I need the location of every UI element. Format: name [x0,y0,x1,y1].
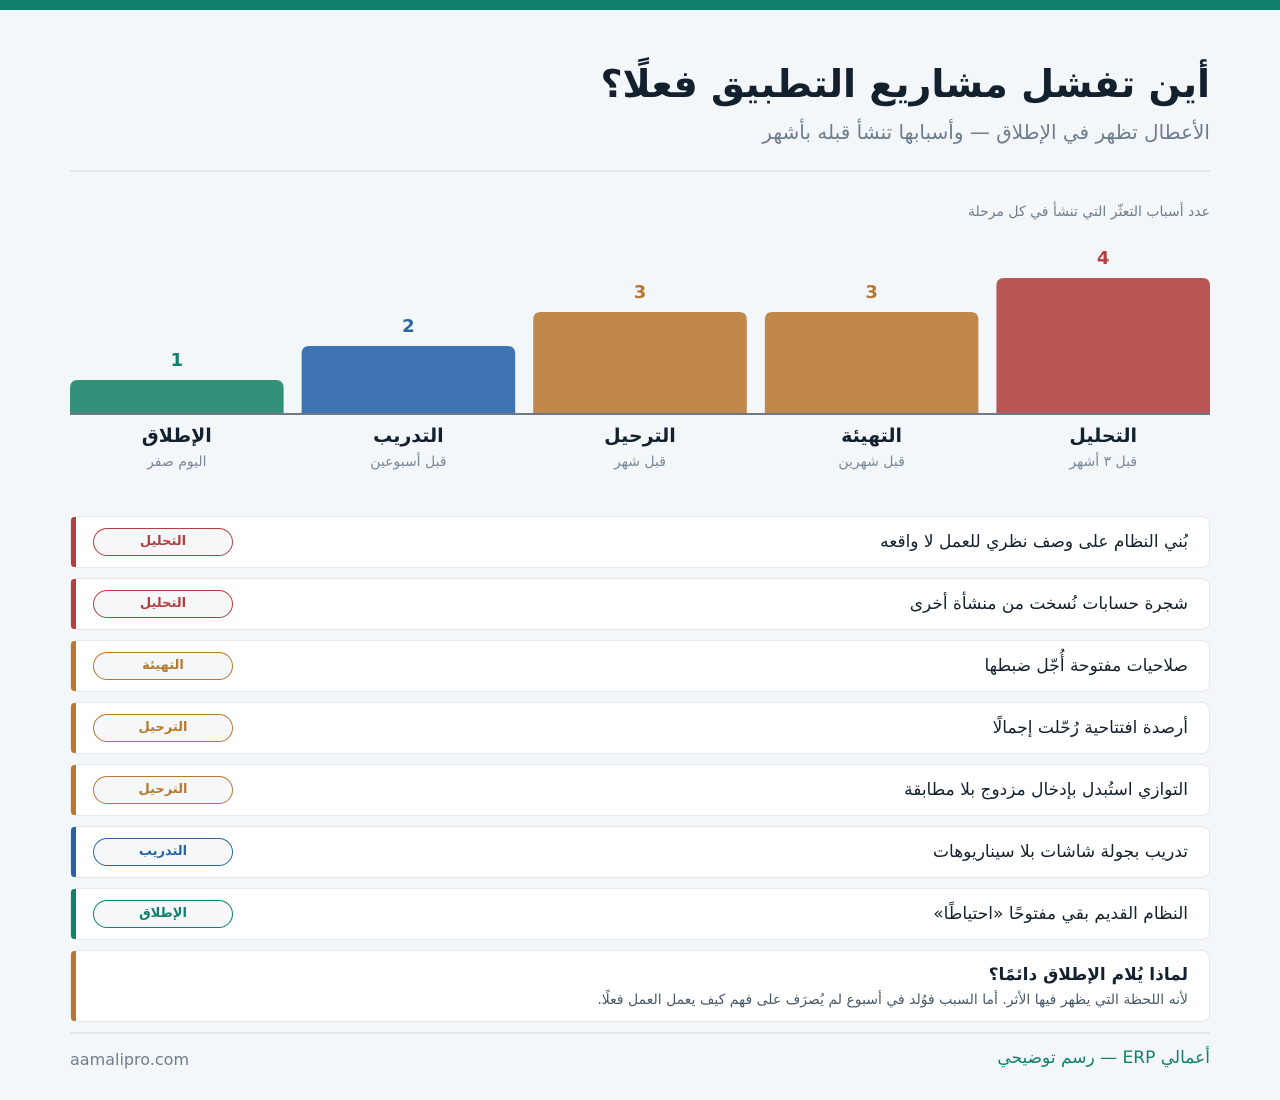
cause-text: أرصدة افتتاحية رُحّلت إجمالًا [992,718,1188,738]
note-card: لماذا يُلام الإطلاق دائمًا؟ لأنه اللحظة … [70,950,1210,1022]
cause-text: بُني النظام على وصف نظري للعمل لا واقعه [880,532,1188,552]
cause-accent-bar [71,889,76,939]
cause-accent-bar [71,579,76,629]
cause-row: النظام القديم بقي مفتوحًا «احتياطًا» الإط… [70,888,1210,940]
cause-row: صلاحيات مفتوحة أُجّل ضبطها التهيئة [70,640,1210,692]
stage-badge: التهيئة [93,652,233,680]
category-label: التدريب [373,425,444,447]
page-subtitle: الأعطال تظهر في الإطلاق — وأسبابها تنشأ … [762,120,1210,144]
cause-row: شجرة حسابات نُسخت من منشأة أخرى التحليل [70,578,1210,630]
bar-3 [533,312,747,414]
cause-text: التوازي استُبدل بإدخال مزدوج بلا مطابقة [904,780,1188,800]
category-label: الإطلاق [142,425,212,447]
cause-text: شجرة حسابات نُسخت من منشأة أخرى [909,594,1188,614]
category-label: التحليل [1069,425,1137,447]
bar-2 [764,312,979,414]
bar-value-label: 3 [865,282,878,303]
bar-4 [301,346,516,414]
cause-row: تدريب بجولة شاشات بلا سيناريوهات التدريب [70,826,1210,878]
bar-value-label: 1 [171,350,184,371]
causes-list: بُني النظام على وصف نظري للعمل لا واقعه ا… [70,516,1210,950]
category-timing-label: قبل أسبوعين [370,452,446,470]
category-timing-label: قبل شهرين [838,454,904,470]
cause-row: بُني النظام على وصف نظري للعمل لا واقعه ا… [70,516,1210,568]
category-timing-label: قبل ٣ أشهر [1068,452,1137,470]
category-timing-label: اليوم صفر [146,454,206,470]
bar-value-label: 2 [402,316,415,337]
stage-badge: التحليل [93,590,233,618]
bar-chart-svg: 4 التحليل قبل ٣ أشهر 3 التهيئة قبل شهرين 3 التر… [70,248,1210,470]
cause-text: صلاحيات مفتوحة أُجّل ضبطها [984,656,1189,676]
stage-badge: الترحيل [93,714,233,742]
cause-text: النظام القديم بقي مفتوحًا «احتياطًا» [933,904,1188,924]
cause-accent-bar [71,517,76,567]
cause-text: تدريب بجولة شاشات بلا سيناريوهات [933,842,1188,862]
bar-1 [996,278,1210,414]
footer-divider [70,1032,1210,1034]
footer-brand: أعمالي ERP — رسم توضيحي [997,1048,1210,1068]
stage-badge: الترحيل [93,776,233,804]
cause-accent-bar [71,765,76,815]
bar-value-label: 3 [634,282,647,303]
page-container: أين تفشل مشاريع التطبيق فعلًا؟ الأعطال ت… [70,10,1210,1069]
header-divider [70,170,1210,172]
cause-accent-bar [71,641,76,691]
category-label: التهيئة [841,425,902,447]
bar-chart: 4 التحليل قبل ٣ أشهر 3 التهيئة قبل شهرين 3 التر… [70,224,1210,494]
note-title: لماذا يُلام الإطلاق دائمًا؟ [988,965,1188,985]
cause-accent-bar [71,827,76,877]
category-timing-label: قبل شهر [613,454,666,470]
top-accent-bar [0,0,1280,10]
bar-value-label: 4 [1097,248,1110,269]
category-label: الترحيل [604,425,676,447]
note-accent-bar [71,951,76,1021]
chart-title: عدد أسباب التعثّر التي تنشأ في كل مرحلة [967,204,1210,220]
cause-row: التوازي استُبدل بإدخال مزدوج بلا مطابقة ا… [70,764,1210,816]
footer-site: aamalipro.com [70,1050,190,1069]
stage-badge: التحليل [93,528,233,556]
bar-5 [70,380,284,414]
note-body: لأنه اللحظة التي يظهر فيها الأثر. أما ال… [597,992,1188,1008]
cause-accent-bar [71,703,76,753]
stage-badge: التدريب [93,838,233,866]
page-title: أين تفشل مشاريع التطبيق فعلًا؟ [600,62,1210,106]
stage-badge: الإطلاق [93,900,233,928]
cause-row: أرصدة افتتاحية رُحّلت إجمالًا الترحيل [70,702,1210,754]
